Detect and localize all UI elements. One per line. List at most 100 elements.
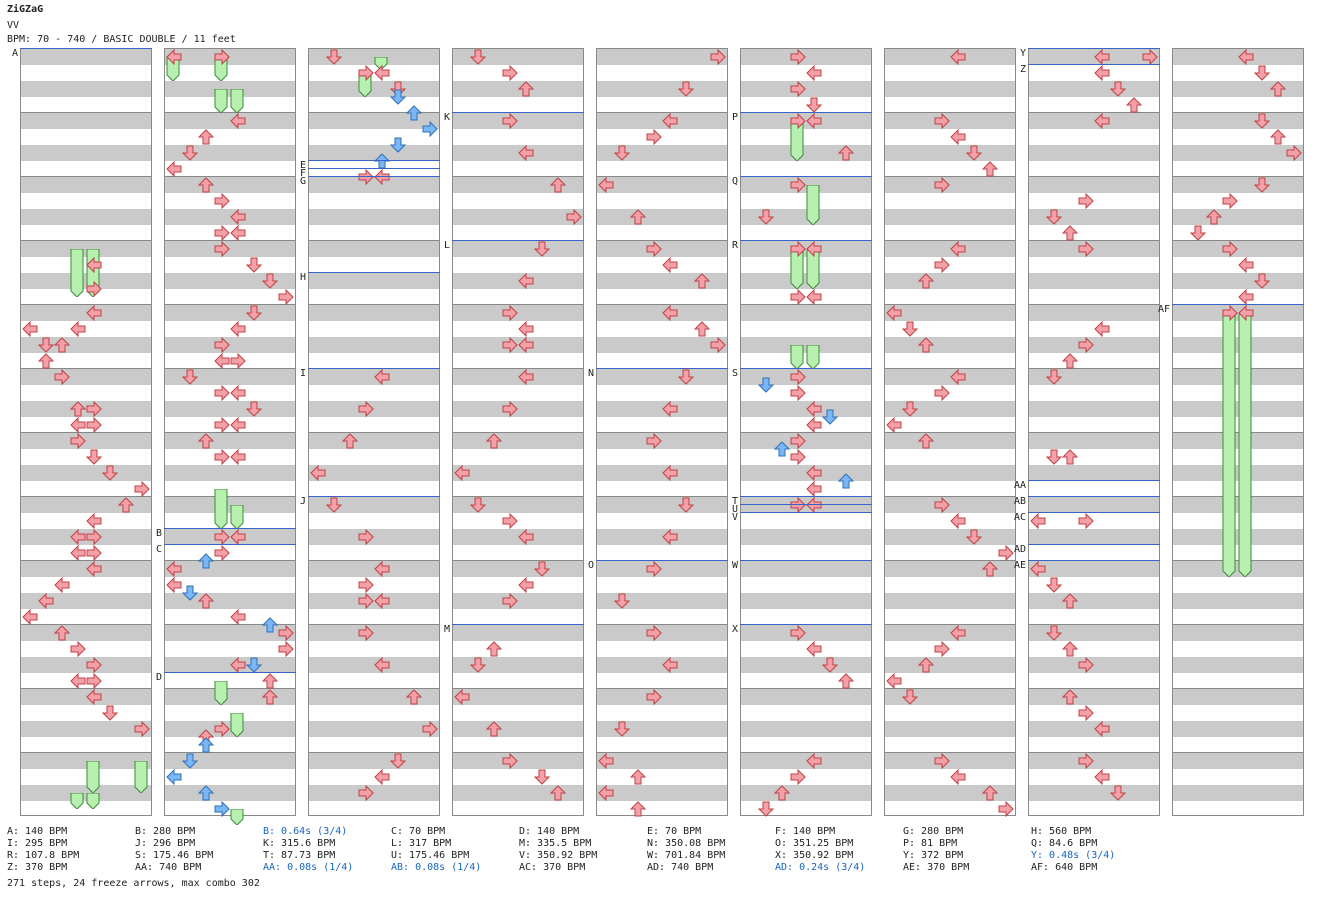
freeze-arrow — [1222, 312, 1236, 578]
up-arrow-icon — [549, 177, 567, 193]
bpm-legend-entry: M: 335.5 BPM — [519, 838, 592, 849]
down-arrow-icon — [261, 273, 279, 289]
down-arrow-icon — [37, 337, 55, 353]
right-arrow-icon — [790, 432, 806, 450]
left-arrow-icon — [374, 560, 390, 578]
down-arrow-icon — [1189, 225, 1207, 241]
measure-line — [597, 624, 727, 625]
left-arrow-icon — [598, 784, 614, 802]
up-arrow-icon — [837, 145, 855, 161]
right-arrow-icon — [646, 240, 662, 258]
right-arrow-icon — [502, 592, 518, 610]
measure-line — [1173, 624, 1303, 625]
right-arrow-icon — [790, 448, 806, 466]
right-arrow-icon — [358, 784, 374, 802]
bpm-change-line — [740, 624, 872, 625]
down-arrow-icon — [533, 561, 551, 577]
left-arrow-icon — [950, 240, 966, 258]
measure-line — [165, 432, 295, 433]
right-arrow-icon — [502, 752, 518, 770]
bpm-legend-entry: C: 70 BPM — [391, 826, 446, 837]
right-arrow-icon — [934, 176, 950, 194]
right-arrow-icon — [646, 128, 662, 146]
measure-line — [309, 688, 439, 689]
bpm-change-label: C — [156, 544, 163, 555]
down-arrow-icon — [901, 321, 919, 337]
down-arrow-icon — [469, 49, 487, 65]
right-arrow-icon — [214, 48, 230, 66]
left-arrow-icon — [454, 688, 470, 706]
freeze-arrow — [374, 56, 388, 71]
left-arrow-icon — [166, 48, 182, 66]
down-arrow-icon — [181, 145, 199, 161]
left-arrow-icon — [806, 288, 822, 306]
bpm-legend-entry: H: 560 BPM — [1031, 826, 1092, 837]
bpm-change-label: H — [300, 272, 307, 283]
right-arrow-icon — [710, 48, 726, 66]
left-arrow-icon — [662, 112, 678, 130]
bpm-change-label: Q — [732, 176, 739, 187]
right-arrow-icon — [502, 512, 518, 530]
right-arrow-icon — [934, 112, 950, 130]
chart-column — [1028, 48, 1160, 816]
freeze-arrow — [806, 344, 820, 370]
blue-down-arrow-icon — [389, 137, 407, 153]
left-arrow-icon — [230, 608, 246, 626]
right-arrow-icon — [790, 384, 806, 402]
bpm-change-line — [308, 160, 440, 161]
measure-line — [21, 112, 151, 113]
down-arrow-icon — [677, 369, 695, 385]
bpm-change-line — [308, 496, 440, 497]
up-arrow-icon — [917, 273, 935, 289]
measure-line — [885, 240, 1015, 241]
bpm-legend-entry: Q: 84.6 BPM — [1031, 838, 1098, 849]
bpm-change-line — [1028, 512, 1160, 513]
blue-down-arrow-icon — [821, 409, 839, 425]
down-arrow-icon — [613, 145, 631, 161]
left-arrow-icon — [54, 576, 70, 594]
left-arrow-icon — [662, 656, 678, 674]
chart-column — [452, 48, 584, 816]
measure-line — [453, 752, 583, 753]
down-arrow-icon — [101, 465, 119, 481]
down-arrow-icon — [325, 497, 343, 513]
down-arrow-icon — [245, 305, 263, 321]
measure-line — [21, 176, 151, 177]
bpm-change-label: AA — [1014, 480, 1027, 491]
blue-up-arrow-icon — [773, 441, 791, 457]
measure-line — [597, 688, 727, 689]
right-arrow-icon — [710, 336, 726, 354]
measure-line — [165, 240, 295, 241]
up-arrow-icon — [117, 497, 135, 513]
freeze-arrow — [214, 680, 228, 706]
bpm-legend-entry: B: 0.64s (3/4) — [263, 826, 348, 837]
bpm-legend-entry: K: 315.6 BPM — [263, 838, 336, 849]
measure-line — [309, 432, 439, 433]
measure-line — [21, 688, 151, 689]
measure-line — [597, 432, 727, 433]
up-arrow-icon — [917, 337, 935, 353]
measure-line — [21, 496, 151, 497]
measure-line — [21, 624, 151, 625]
left-arrow-icon — [662, 464, 678, 482]
bpm-legend-entry: U: 175.46 BPM — [391, 850, 470, 861]
bpm-change-line — [740, 176, 872, 177]
blue-up-arrow-icon — [197, 785, 215, 801]
bpm-legend-entry: AA: 740 BPM — [135, 862, 202, 873]
left-arrow-icon — [1094, 112, 1110, 130]
measure-line — [453, 688, 583, 689]
bpm-change-line — [740, 560, 872, 561]
blue-right-arrow-icon — [214, 800, 230, 818]
right-arrow-icon — [790, 288, 806, 306]
up-arrow-icon — [1061, 593, 1079, 609]
right-arrow-icon — [54, 368, 70, 386]
down-arrow-icon — [901, 689, 919, 705]
measure-line — [741, 688, 871, 689]
right-arrow-icon — [214, 224, 230, 242]
left-arrow-icon — [950, 768, 966, 786]
right-arrow-icon — [214, 528, 230, 546]
right-arrow-icon — [214, 416, 230, 434]
measure-line — [1029, 112, 1159, 113]
right-arrow-icon — [790, 240, 806, 258]
chart-column — [884, 48, 1016, 818]
